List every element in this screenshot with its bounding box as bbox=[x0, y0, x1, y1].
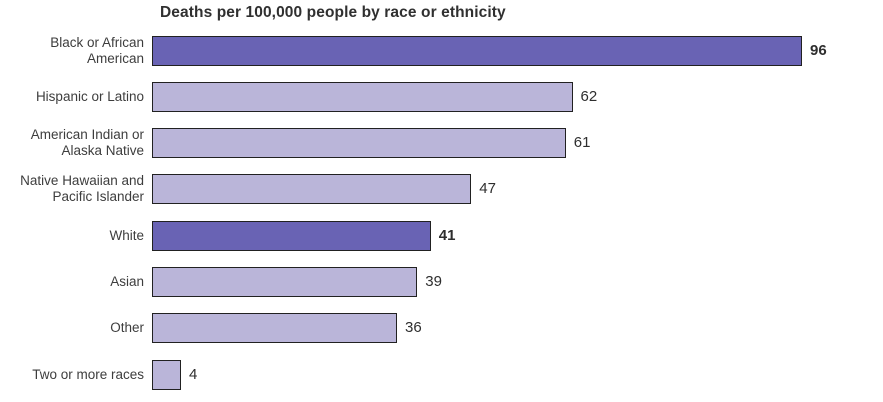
chart-row: Asian 39 bbox=[0, 266, 442, 297]
category-label: Other bbox=[110, 319, 144, 335]
bar bbox=[152, 81, 573, 112]
value-label: 96 bbox=[810, 42, 827, 59]
value-label: 36 bbox=[405, 319, 422, 336]
bar bbox=[152, 312, 397, 343]
bar bbox=[152, 127, 566, 158]
category-label: Two or more races bbox=[32, 366, 144, 382]
chart-title: Deaths per 100,000 people by race or eth… bbox=[160, 4, 506, 21]
category-label: Black or African American bbox=[50, 35, 144, 66]
category-label: Hispanic or Latino bbox=[35, 88, 144, 104]
value-label: 61 bbox=[573, 134, 591, 151]
category-label: White bbox=[109, 227, 144, 243]
value-label: 62 bbox=[580, 88, 598, 105]
chart-row: Native Hawaiian and Pacific Islander 47 bbox=[0, 173, 496, 204]
chart-row: Black or African American 96 bbox=[0, 35, 827, 66]
bar bbox=[152, 359, 181, 390]
category-label: Asian bbox=[110, 273, 144, 289]
chart-row: Hispanic or Latino 62 bbox=[0, 81, 597, 112]
bar bbox=[152, 220, 431, 251]
value-label: 39 bbox=[425, 273, 442, 290]
value-label: 47 bbox=[479, 180, 496, 197]
chart-row: Two or more races 4 bbox=[0, 359, 197, 390]
bar bbox=[152, 173, 472, 204]
category-label: Native Hawaiian and Pacific Islander bbox=[20, 173, 144, 204]
category-label: American Indian or Alaska Native bbox=[30, 127, 144, 158]
chart-row: American Indian or Alaska Native 61 bbox=[0, 127, 590, 158]
bar bbox=[152, 35, 802, 66]
chart-row: White 41 bbox=[0, 220, 455, 251]
value-label: 41 bbox=[438, 227, 456, 244]
chart-row: Other 36 bbox=[0, 312, 422, 343]
bar bbox=[152, 266, 418, 297]
value-label: 4 bbox=[189, 366, 198, 383]
